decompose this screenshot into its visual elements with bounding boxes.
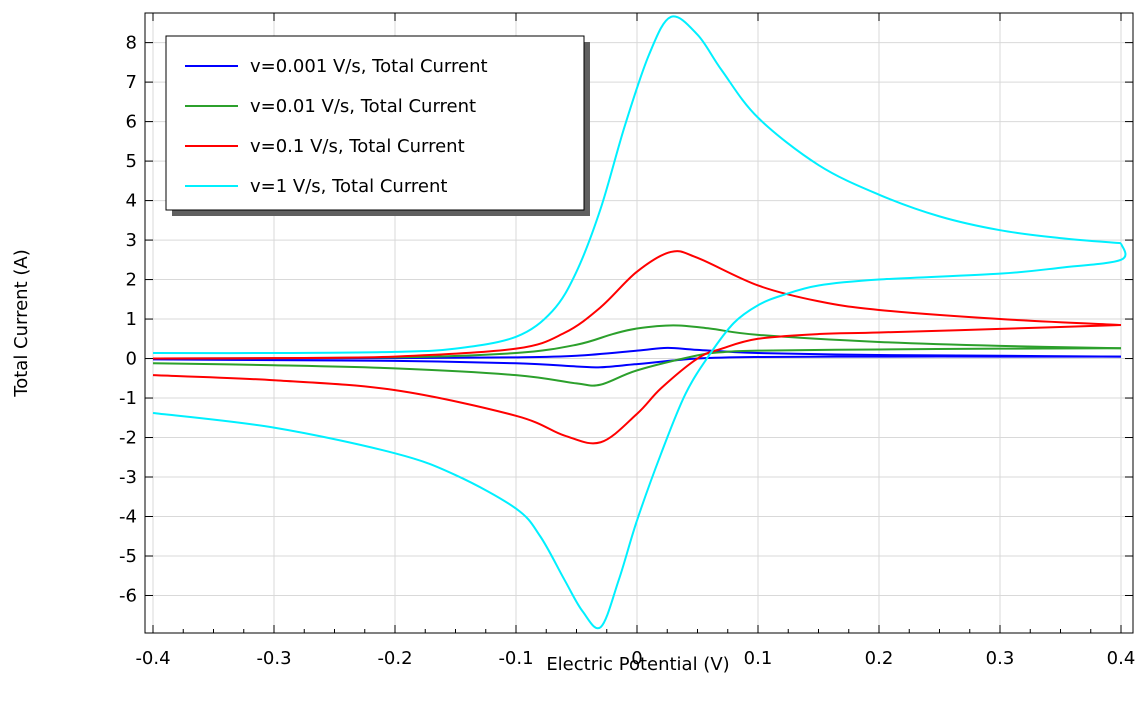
legend-label: v=0.001 V/s, Total Current bbox=[250, 56, 488, 77]
x-tick-label: 0.1 bbox=[744, 648, 773, 669]
legend-label: v=1 V/s, Total Current bbox=[250, 176, 447, 197]
x-tick-label: 0.4 bbox=[1107, 648, 1136, 669]
x-tick-label: -0.2 bbox=[377, 648, 412, 669]
y-axis-title: Total Current (A) bbox=[11, 249, 32, 397]
y-tick-label: 5 bbox=[126, 151, 137, 172]
x-tick-label: -0.4 bbox=[135, 648, 170, 669]
x-tick-label: -0.3 bbox=[256, 648, 291, 669]
y-tick-label: 2 bbox=[126, 270, 137, 291]
y-tick-label: -6 bbox=[119, 585, 137, 606]
legend: v=0.001 V/s, Total Current v=0.01 V/s, To… bbox=[165, 35, 590, 216]
y-tick-label: 0 bbox=[126, 349, 137, 370]
plot-frame bbox=[144, 12, 1134, 634]
axis-ticks: -0.4 -0.3 -0.2 -0.1 0 0.1 0.2 0.3 0.4 -6 -5 -4 -3 -2 -… bbox=[119, 13, 1135, 669]
x-tick-label: 0.3 bbox=[986, 648, 1015, 669]
series-1-forward-sweep-line bbox=[152, 346, 1122, 360]
y-tick-label: 8 bbox=[126, 33, 137, 54]
x-tick-label: -0.1 bbox=[498, 648, 533, 669]
legend-label: v=0.1 V/s, Total Current bbox=[250, 136, 465, 157]
y-tick-label: -1 bbox=[119, 388, 137, 409]
x-tick-label: 0 bbox=[631, 648, 642, 669]
series-2-forward-sweep-line bbox=[152, 324, 1122, 360]
y-tick-label: 6 bbox=[126, 112, 137, 133]
series-3-forward-sweep-line bbox=[152, 250, 1122, 360]
y-tick-label: 7 bbox=[126, 72, 137, 93]
series-lines bbox=[152, 15, 1127, 630]
legend-label: v=0.01 V/s, Total Current bbox=[250, 96, 476, 117]
y-tick-label: 3 bbox=[126, 230, 137, 251]
y-tick-label: -2 bbox=[119, 428, 137, 449]
y-tick-label: -4 bbox=[119, 507, 137, 528]
y-tick-label: 1 bbox=[126, 309, 137, 330]
series-4-forward-sweep-line bbox=[152, 15, 1122, 355]
series-4-reverse-sweep-line bbox=[152, 242, 1127, 630]
x-axis-title: Electric Potential (V) bbox=[546, 654, 729, 675]
series-2-reverse-sweep-line bbox=[152, 347, 1122, 387]
series-3-reverse-sweep-line bbox=[152, 323, 1122, 445]
y-tick-label: 4 bbox=[126, 191, 137, 212]
y-tick-label: -3 bbox=[119, 467, 137, 488]
series-1-reverse-sweep-line bbox=[152, 355, 1121, 369]
y-tick-label: -5 bbox=[119, 546, 137, 567]
x-tick-label: 0.2 bbox=[865, 648, 894, 669]
